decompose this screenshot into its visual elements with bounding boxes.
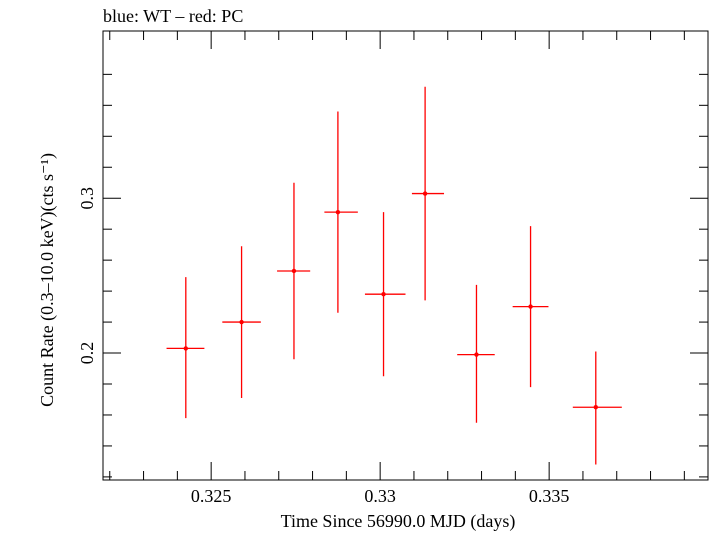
axis-ticks: 0.325 0.33 0.335 0.2 0.3 [77,31,708,506]
x-tick-label: 0.325 [191,486,232,506]
y-tick-label: 0.3 [77,187,97,210]
data-point [277,182,311,360]
data-marker [335,209,341,215]
data-marker [593,405,598,410]
data-marker [183,346,189,351]
x-axis-label: Time Since 56990.0 MJD (days) [281,511,516,532]
data-marker [474,352,479,357]
data-marker [381,292,386,297]
y-tick-label: 0.2 [77,342,97,365]
data-point [166,277,205,419]
data-point [364,212,406,377]
x-tick-label: 0.335 [529,486,570,506]
data-point [222,246,261,398]
data-point [512,226,549,388]
data-point [324,111,358,313]
data-marker [239,319,244,325]
y-axis-label: Count Rate (0.3–10.0 keV)(cts s⁻¹) [37,153,58,407]
plot-frame [102,30,709,481]
data-point [572,351,622,465]
data-marker [528,304,533,309]
data-marker [422,191,428,196]
x-tick-label: 0.33 [364,486,396,506]
chart-title: blue: WT – red: PC [103,6,243,26]
data-point [411,86,445,301]
data-point [457,284,495,423]
data-points [166,86,622,465]
data-marker [291,268,297,274]
